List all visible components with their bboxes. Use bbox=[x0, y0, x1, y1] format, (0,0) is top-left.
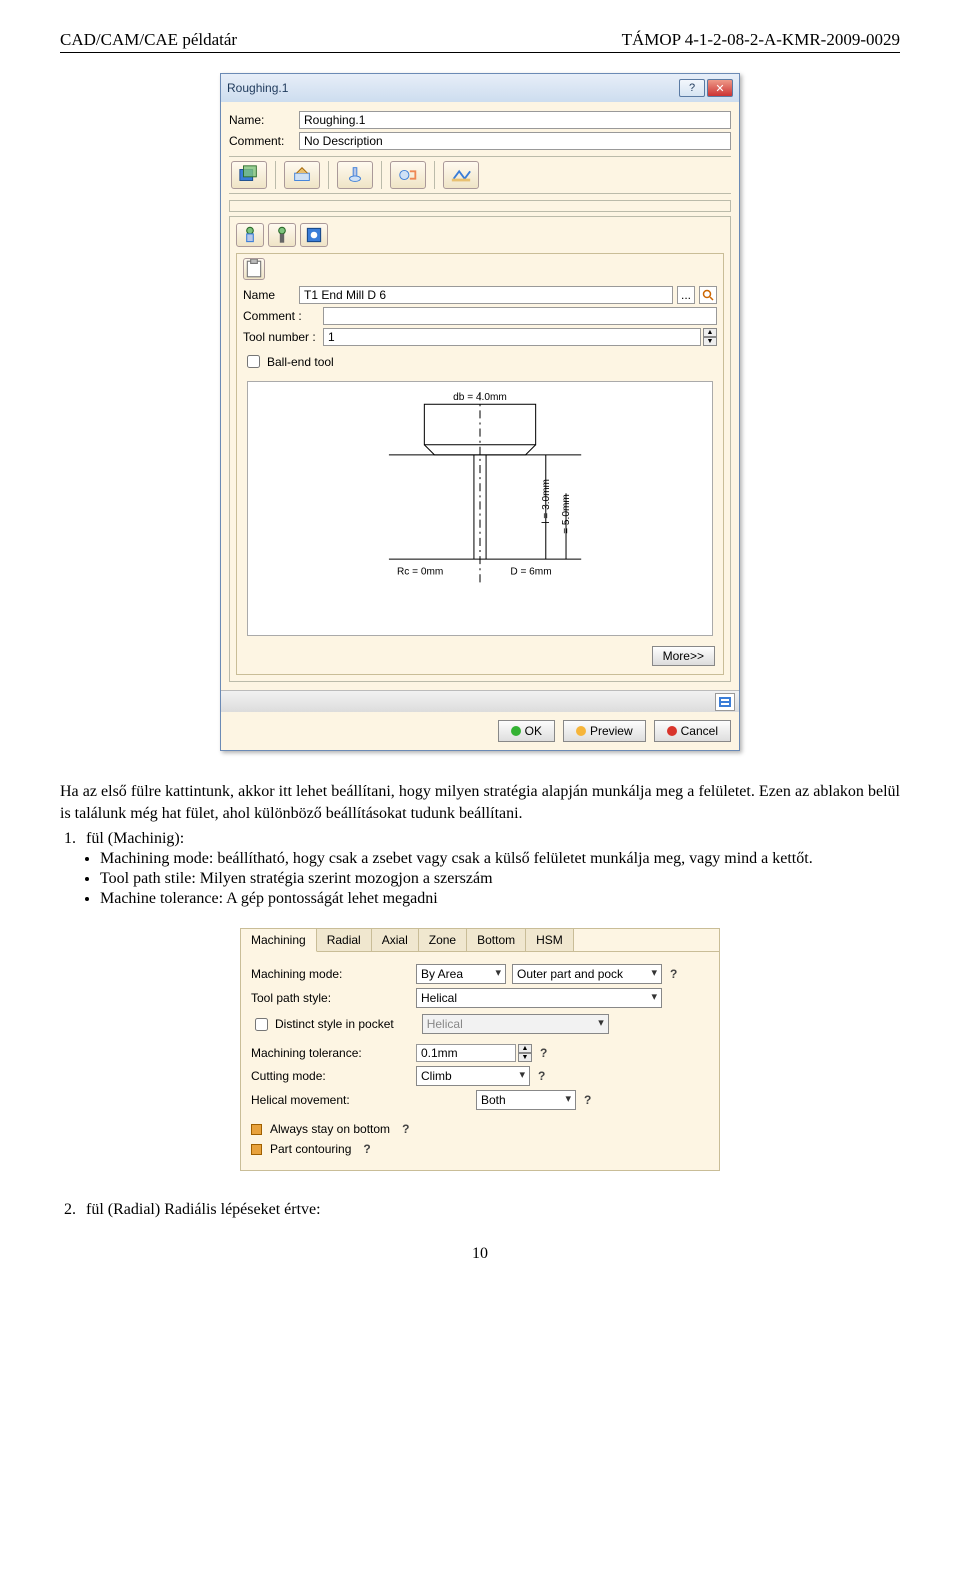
machining-tolerance-input[interactable] bbox=[416, 1044, 516, 1062]
name-label: Name: bbox=[229, 113, 299, 127]
tab-feeds-icon[interactable] bbox=[390, 161, 426, 189]
part-contouring-label: Part contouring bbox=[270, 1142, 351, 1156]
clipboard-icon[interactable] bbox=[243, 258, 265, 280]
page-header: CAD/CAM/CAE példatár TÁMOP 4-1-2-08-2-A-… bbox=[60, 30, 900, 53]
preview-button[interactable]: Preview bbox=[563, 720, 646, 742]
ballend-label: Ball-end tool bbox=[267, 355, 334, 369]
list2-number: 2. bbox=[60, 1201, 86, 1219]
help-icon[interactable]: ? bbox=[679, 79, 705, 97]
tool-search-icon[interactable] bbox=[699, 286, 717, 304]
tab-geometry-icon[interactable] bbox=[284, 161, 320, 189]
bullet-1: Machining mode: beállítható, hogy csak a… bbox=[100, 850, 900, 868]
flag-icon[interactable] bbox=[715, 693, 735, 711]
tool-tab3-icon[interactable] bbox=[300, 223, 328, 247]
machining-tabs: Machining Radial Axial Zone Bottom HSM bbox=[241, 929, 719, 952]
help-icon[interactable]: ? bbox=[363, 1142, 370, 1156]
tab-axial[interactable]: Axial bbox=[372, 929, 419, 951]
tool-name-input[interactable] bbox=[299, 286, 673, 304]
dialog-buttons: OK Preview Cancel bbox=[221, 712, 739, 750]
tool-tab2-icon[interactable] bbox=[268, 223, 296, 247]
tab-tool-icon[interactable] bbox=[337, 161, 373, 189]
distinct-style-label: Distinct style in pocket bbox=[275, 1017, 394, 1031]
cutting-mode-label: Cutting mode: bbox=[251, 1069, 416, 1083]
tool-number-spinner[interactable]: ▲▼ bbox=[703, 328, 717, 346]
list1-number: 1. bbox=[60, 830, 86, 848]
machining-panel-figure: Machining Radial Axial Zone Bottom HSM M… bbox=[240, 928, 720, 1171]
dim-rc: Rc = 0mm bbox=[397, 566, 443, 577]
close-icon[interactable]: ✕ bbox=[707, 79, 733, 97]
header-left: CAD/CAM/CAE példatár bbox=[60, 30, 237, 50]
toolpath-style-select[interactable]: Helical bbox=[416, 988, 662, 1008]
dim-db: db = 4.0mm bbox=[453, 392, 507, 403]
ballend-checkbox[interactable] bbox=[247, 355, 260, 368]
paragraph-1: Ha az első fülre kattintunk, akkor itt l… bbox=[60, 781, 900, 824]
help-icon[interactable]: ? bbox=[540, 1046, 547, 1060]
cancel-button[interactable]: Cancel bbox=[654, 720, 731, 742]
bullet-list: Machining mode: beállítható, hogy csak a… bbox=[100, 850, 900, 908]
tab-radial[interactable]: Radial bbox=[317, 929, 372, 951]
cutting-mode-select[interactable]: Climb bbox=[416, 1066, 530, 1086]
status-indicator-icon bbox=[251, 1144, 262, 1155]
machining-mode-select[interactable]: By Area bbox=[416, 964, 506, 984]
tab-macro-icon[interactable] bbox=[443, 161, 479, 189]
machining-mode-select2[interactable]: Outer part and pock bbox=[512, 964, 662, 984]
dim-l1: l = 3.0mm bbox=[541, 479, 552, 524]
tolerance-spinner[interactable]: ▲▼ bbox=[518, 1044, 532, 1062]
tab-zone[interactable]: Zone bbox=[419, 929, 467, 951]
tool-comment-input[interactable] bbox=[323, 307, 717, 325]
tab-hsm[interactable]: HSM bbox=[526, 929, 574, 951]
tool-panel: Name ... Comment : Tool numbe bbox=[229, 216, 731, 682]
dim-D: D = 6mm bbox=[510, 566, 551, 577]
ok-button[interactable]: OK bbox=[498, 720, 555, 742]
tab-strategy-icon[interactable] bbox=[231, 161, 267, 189]
roughing-dialog-figure: Roughing.1 ? ✕ Name: Comment: bbox=[60, 73, 900, 751]
comment-input[interactable] bbox=[299, 132, 731, 150]
page-number: 10 bbox=[60, 1245, 900, 1263]
bullet-3: Machine tolerance: A gép pontosságát leh… bbox=[100, 890, 900, 908]
helical-movement-label: Helical movement: bbox=[251, 1093, 416, 1107]
tool-diagram: db = 4.0mm Rc = 0mm l = 3.0mm = 5.0mm D … bbox=[247, 381, 713, 636]
tab-machining[interactable]: Machining bbox=[241, 929, 317, 952]
dim-l2: = 5.0mm bbox=[561, 494, 572, 534]
tool-name-label: Name bbox=[243, 288, 299, 302]
tool-number-input[interactable] bbox=[323, 328, 701, 346]
toolpath-style-label: Tool path style: bbox=[251, 991, 416, 1005]
help-icon[interactable]: ? bbox=[584, 1093, 591, 1107]
status-indicator-icon bbox=[251, 1124, 262, 1135]
dialog-statusbar bbox=[221, 690, 739, 712]
machining-tolerance-label: Machining tolerance: bbox=[251, 1046, 416, 1060]
bullet-2: Tool path stile: Milyen stratégia szerin… bbox=[100, 870, 900, 888]
distinct-style-select: Helical bbox=[422, 1014, 609, 1034]
tool-comment-label: Comment : bbox=[243, 309, 323, 323]
tool-tab1-icon[interactable] bbox=[236, 223, 264, 247]
help-icon[interactable]: ? bbox=[402, 1122, 409, 1136]
dialog-title: Roughing.1 bbox=[227, 81, 679, 95]
more-button[interactable]: More>> bbox=[652, 646, 715, 666]
tab-bottom[interactable]: Bottom bbox=[467, 929, 526, 951]
header-right: TÁMOP 4-1-2-08-2-A-KMR-2009-0029 bbox=[622, 30, 900, 50]
machining-mode-label: Machining mode: bbox=[251, 967, 416, 981]
help-icon[interactable]: ? bbox=[538, 1069, 545, 1083]
helical-movement-select[interactable]: Both bbox=[476, 1090, 576, 1110]
distinct-style-checkbox[interactable] bbox=[255, 1018, 268, 1031]
always-stay-label: Always stay on bottom bbox=[270, 1122, 390, 1136]
browse-button[interactable]: ... bbox=[677, 286, 695, 304]
roughing-dialog: Roughing.1 ? ✕ Name: Comment: bbox=[220, 73, 740, 751]
name-input[interactable] bbox=[299, 111, 731, 129]
comment-label: Comment: bbox=[229, 134, 299, 148]
list1-text: fül (Machinig): bbox=[86, 830, 184, 848]
list2-text: fül (Radial) Radiális lépéseket értve: bbox=[86, 1201, 321, 1219]
help-icon[interactable]: ? bbox=[670, 967, 677, 981]
dialog-titlebar[interactable]: Roughing.1 ? ✕ bbox=[221, 74, 739, 102]
main-tabstrip bbox=[229, 156, 731, 194]
tool-number-label: Tool number : bbox=[243, 330, 323, 344]
